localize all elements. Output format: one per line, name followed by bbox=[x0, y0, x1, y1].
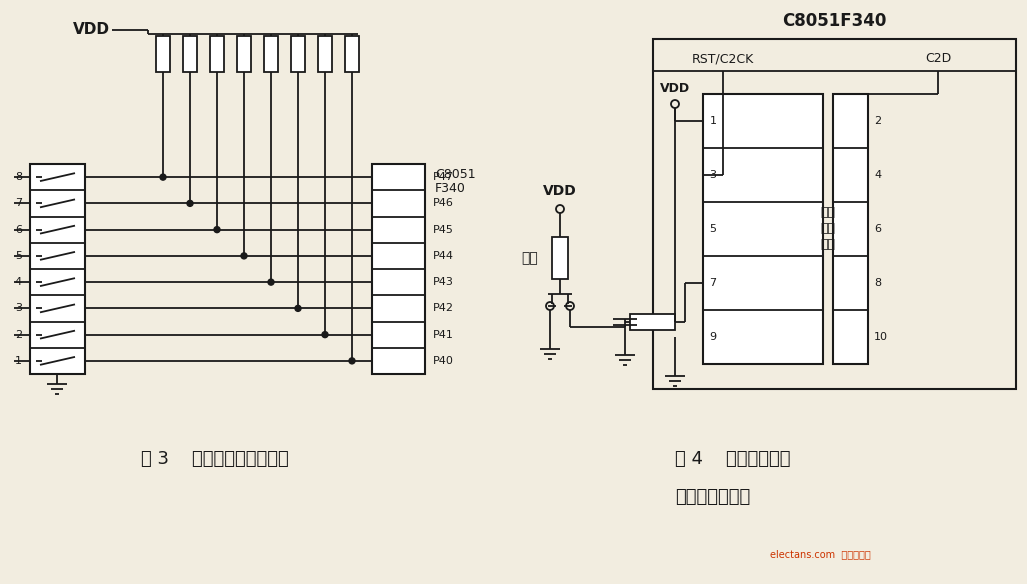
Bar bbox=[703, 94, 823, 364]
Text: P47: P47 bbox=[433, 172, 454, 182]
Circle shape bbox=[322, 332, 328, 338]
Text: 调试接口原理图: 调试接口原理图 bbox=[676, 488, 751, 506]
Bar bbox=[30, 164, 85, 374]
Text: 8: 8 bbox=[14, 172, 22, 182]
Text: C8051F340: C8051F340 bbox=[783, 12, 886, 30]
Text: P41: P41 bbox=[433, 329, 454, 340]
Bar bbox=[653, 39, 1016, 389]
Text: 4: 4 bbox=[874, 170, 881, 180]
Text: C8051: C8051 bbox=[435, 168, 476, 180]
Text: 4: 4 bbox=[14, 277, 22, 287]
Text: VDD: VDD bbox=[543, 184, 577, 198]
Text: 接口: 接口 bbox=[821, 238, 836, 252]
Circle shape bbox=[268, 279, 274, 285]
Text: 图 4    单片机复位与: 图 4 单片机复位与 bbox=[675, 450, 791, 468]
Bar bbox=[551, 237, 568, 279]
Bar bbox=[372, 164, 425, 374]
Text: 7: 7 bbox=[710, 278, 717, 288]
Bar bbox=[345, 36, 359, 72]
Text: VDD: VDD bbox=[660, 82, 690, 95]
Text: 3: 3 bbox=[710, 170, 717, 180]
Bar bbox=[237, 36, 251, 72]
Text: 1: 1 bbox=[15, 356, 22, 366]
Text: P45: P45 bbox=[433, 225, 454, 235]
Text: P46: P46 bbox=[433, 199, 454, 208]
Circle shape bbox=[214, 227, 220, 232]
Text: 复位: 复位 bbox=[522, 251, 538, 265]
Text: RST/C2CK: RST/C2CK bbox=[692, 53, 754, 65]
Text: 图 3    控制输入电路原理图: 图 3 控制输入电路原理图 bbox=[141, 450, 289, 468]
Text: 2: 2 bbox=[874, 116, 881, 126]
Text: VDD: VDD bbox=[73, 23, 110, 37]
Circle shape bbox=[160, 174, 166, 180]
Text: 6: 6 bbox=[15, 225, 22, 235]
Text: 1: 1 bbox=[710, 116, 717, 126]
Circle shape bbox=[241, 253, 248, 259]
Text: 2: 2 bbox=[14, 329, 22, 340]
Bar bbox=[210, 36, 224, 72]
Bar bbox=[630, 314, 675, 330]
Text: 5: 5 bbox=[15, 251, 22, 261]
Text: P42: P42 bbox=[433, 303, 454, 314]
Text: 测试: 测试 bbox=[821, 223, 836, 235]
Bar bbox=[318, 36, 332, 72]
Text: 3: 3 bbox=[15, 303, 22, 314]
Text: C2D: C2D bbox=[925, 53, 951, 65]
Text: P44: P44 bbox=[433, 251, 454, 261]
Bar bbox=[183, 36, 197, 72]
Text: 8: 8 bbox=[874, 278, 881, 288]
Text: 7: 7 bbox=[14, 199, 22, 208]
Text: electans.com  电子发烧友: electans.com 电子发烧友 bbox=[769, 549, 870, 559]
Bar bbox=[264, 36, 278, 72]
Text: 9: 9 bbox=[710, 332, 717, 342]
Bar bbox=[833, 94, 868, 364]
Circle shape bbox=[349, 358, 355, 364]
Circle shape bbox=[295, 305, 301, 311]
Text: 10: 10 bbox=[874, 332, 888, 342]
Text: 编程: 编程 bbox=[821, 207, 836, 220]
Text: 5: 5 bbox=[710, 224, 717, 234]
Bar bbox=[291, 36, 305, 72]
Text: F340: F340 bbox=[435, 182, 466, 194]
Text: P43: P43 bbox=[433, 277, 454, 287]
Bar bbox=[156, 36, 170, 72]
Text: P40: P40 bbox=[433, 356, 454, 366]
Circle shape bbox=[187, 200, 193, 206]
Text: 6: 6 bbox=[874, 224, 881, 234]
